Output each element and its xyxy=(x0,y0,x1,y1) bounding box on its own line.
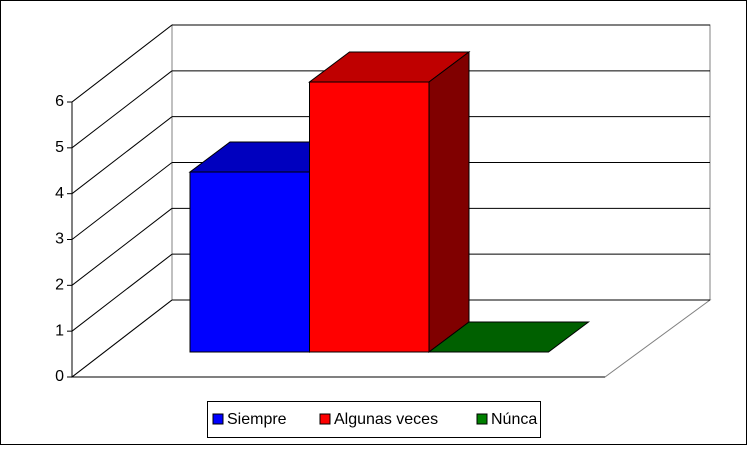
y-tick-label: 4 xyxy=(55,185,64,202)
legend-label: Siempre xyxy=(227,411,287,428)
bar-side xyxy=(428,51,470,353)
legend-swatch xyxy=(212,413,224,425)
y-tick-label: 1 xyxy=(55,322,64,339)
bar-top xyxy=(427,321,590,353)
grid-line xyxy=(71,116,173,195)
y-tick-label: 2 xyxy=(55,277,64,294)
grid-line xyxy=(71,253,173,332)
grid-line xyxy=(71,162,173,240)
y-tick-label: 6 xyxy=(55,93,64,110)
grid-line xyxy=(71,24,173,103)
legend-swatch xyxy=(476,413,488,425)
grid-line xyxy=(71,207,173,286)
bar-front xyxy=(309,81,430,353)
bar-front xyxy=(189,171,310,353)
grid-line xyxy=(71,299,173,378)
grid-line xyxy=(71,70,173,149)
y-tick-label: 0 xyxy=(55,368,64,385)
y-tick-label: 3 xyxy=(55,231,64,248)
y-tick-label: 5 xyxy=(55,139,64,156)
legend-label: Algunas veces xyxy=(334,411,438,428)
legend-label: Núnca xyxy=(491,411,537,428)
legend-swatch xyxy=(319,413,331,425)
